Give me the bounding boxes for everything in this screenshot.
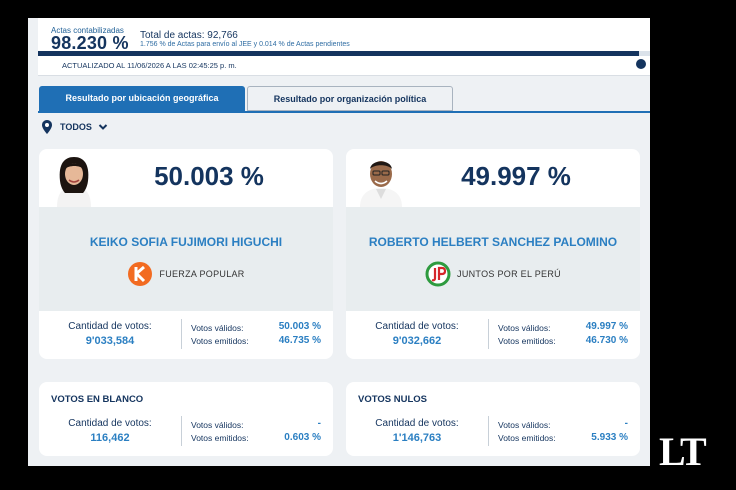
valid-votes-value: 50.003 %	[278, 321, 321, 332]
emitted-votes-label: Votos emitidos:	[191, 433, 249, 443]
valid-votes-label: Votos válidos:	[191, 323, 244, 333]
valid-votes-value: 49.997 %	[585, 321, 628, 332]
emitted-votes-value: 0.603 %	[284, 432, 321, 443]
juntos-por-el-peru-logo-icon	[425, 261, 451, 287]
candidate-stats: Cantidad de votos: 9'032,662 Votos válid…	[346, 315, 640, 359]
valid-votes-label: Votos válidos:	[498, 323, 551, 333]
summary-header: Actas contabilizadas 98.230 % Total de a…	[38, 18, 650, 76]
null-votes-card: VOTOS NULOS Cantidad de votos: 1'146,763…	[346, 382, 640, 456]
updated-timestamp: ACTUALIZADO AL 11/06/2026 A LAS 02:45:25…	[62, 61, 237, 70]
blank-votes-stats: Cantidad de votos: 116,462 Votos válidos…	[39, 412, 333, 456]
valid-votes-value: -	[317, 418, 321, 429]
valid-votes-value: -	[624, 418, 628, 429]
votes-count: 9'032,662	[392, 335, 442, 347]
candidate-name: KEIKO SOFIA FUJIMORI HIGUCHI	[89, 235, 283, 249]
null-votes-title: VOTOS NULOS	[358, 394, 427, 405]
candidate-stats: Cantidad de votos: 9'033,584 Votos válid…	[39, 315, 333, 359]
party: FUERZA POPULAR	[39, 261, 333, 287]
actas-progress-fill	[38, 51, 639, 56]
chevron-down-icon	[98, 124, 108, 130]
emitted-votes-value: 46.730 %	[585, 335, 628, 346]
actas-progress-bar	[38, 51, 650, 56]
candidate-info: ROBERTO HELBERT SANCHEZ PALOMINO JUNTOS …	[346, 207, 640, 311]
lt-watermark-logo: LT	[659, 429, 707, 474]
votes-count-label: Cantidad de votos:	[375, 418, 459, 429]
total-actas: Total de actas: 92,766	[140, 30, 238, 41]
emitted-votes-label: Votos emitidos:	[498, 336, 556, 346]
valid-votes-label: Votos válidos:	[191, 420, 244, 430]
actas-label: Actas contabilizadas	[51, 26, 124, 35]
candidate-percentage: 49.997 %	[461, 161, 571, 191]
votes-count-label: Cantidad de votos:	[375, 321, 459, 332]
stats-divider	[488, 416, 489, 446]
tab-political-organization[interactable]: Resultado por organización política	[247, 86, 453, 111]
candidate-name: ROBERTO HELBERT SANCHEZ PALOMINO	[368, 235, 618, 249]
votes-count-label: Cantidad de votos:	[68, 418, 152, 429]
blank-votes-title: VOTOS EN BLANCO	[51, 394, 144, 405]
emitted-votes-value: 46.735 %	[278, 335, 321, 346]
votes-count-label: Cantidad de votos:	[68, 321, 152, 332]
stats-divider	[181, 319, 182, 349]
location-filter[interactable]: TODOS	[42, 118, 108, 136]
progress-indicator-dot	[636, 59, 646, 69]
party-name: FUERZA POPULAR	[159, 269, 245, 279]
null-votes-stats: Cantidad de votos: 1'146,763 Votos válid…	[346, 412, 640, 456]
candidate-photo	[57, 157, 91, 207]
party: JUNTOS POR EL PERÚ	[346, 261, 640, 287]
filter-label: TODOS	[60, 122, 92, 132]
party-name: JUNTOS POR EL PERÚ	[457, 269, 561, 279]
stats-divider	[488, 319, 489, 349]
emitted-votes-label: Votos emitidos:	[498, 433, 556, 443]
results-page: Actas contabilizadas 98.230 % Total de a…	[28, 18, 650, 466]
fuerza-popular-logo-icon	[128, 262, 153, 286]
location-pin-icon	[42, 120, 52, 134]
tab-underline	[38, 111, 650, 113]
emitted-votes-value: 5.933 %	[591, 432, 628, 443]
total-actas-detail: 1.756 % de Actas para envío al JEE y 0.0…	[140, 41, 350, 48]
votes-count: 9'033,584	[85, 335, 135, 347]
candidate-percentage: 50.003 %	[154, 161, 264, 191]
tab-geographic[interactable]: Resultado por ubicación geográfica	[39, 86, 245, 111]
actas-percentage: 98.230 %	[51, 33, 129, 53]
emitted-votes-label: Votos emitidos:	[191, 336, 249, 346]
candidate-card-fujimori: 50.003 % KEIKO SOFIA FUJIMORI HIGUCHI FU…	[39, 149, 333, 359]
candidate-card-sanchez: 49.997 % ROBERTO HELBERT SANCHEZ PALOMIN…	[346, 149, 640, 359]
votes-count: 1'146,763	[392, 432, 442, 444]
candidate-photo	[360, 161, 402, 207]
blank-votes-card: VOTOS EN BLANCO Cantidad de votos: 116,4…	[39, 382, 333, 456]
candidate-info: KEIKO SOFIA FUJIMORI HIGUCHI FUERZA POPU…	[39, 207, 333, 311]
votes-count: 116,462	[90, 432, 130, 444]
valid-votes-label: Votos válidos:	[498, 420, 551, 430]
stats-divider	[181, 416, 182, 446]
